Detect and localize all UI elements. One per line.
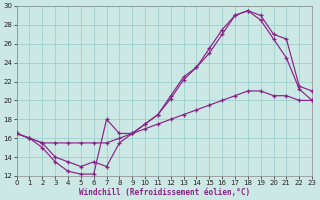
X-axis label: Windchill (Refroidissement éolien,°C): Windchill (Refroidissement éolien,°C) bbox=[79, 188, 250, 197]
